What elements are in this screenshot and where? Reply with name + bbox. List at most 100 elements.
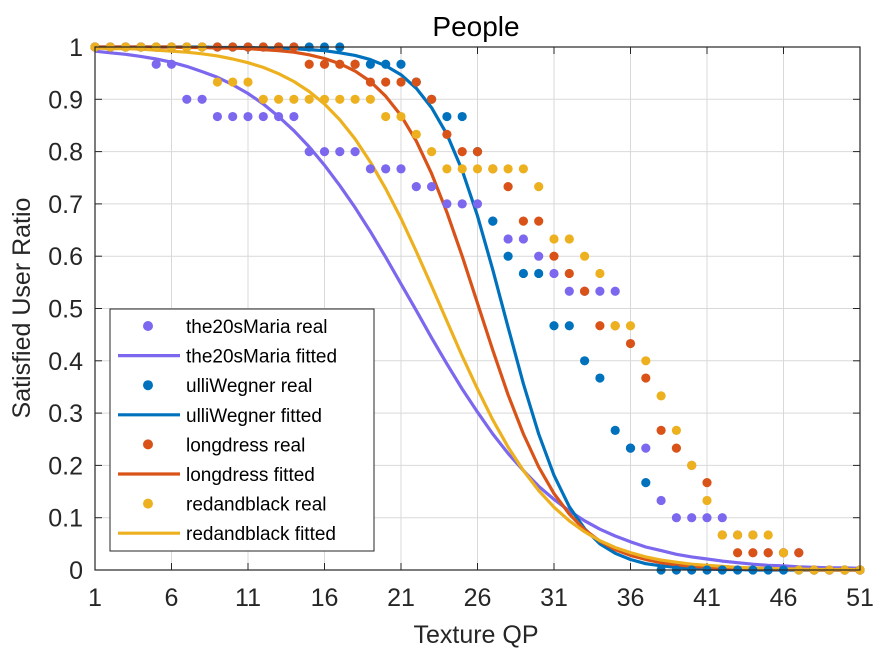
x-tick-label: 41 (693, 584, 721, 612)
y-tick-label: 1 (69, 34, 83, 62)
legend: the20sMaria real the20sMaria fitted ulliWe… (109, 308, 375, 552)
the20sMaria-real-point (197, 94, 207, 104)
x-tick-label: 26 (464, 584, 492, 612)
longdress-real-point (396, 77, 406, 87)
y-axis-label: Satisfied User Ratio (8, 198, 36, 419)
longdress-real-point (763, 548, 773, 558)
longdress-real-point (794, 548, 804, 558)
longdress-real-point (427, 94, 437, 104)
longdress-real-point (748, 548, 758, 558)
y-tick-label: 0.3 (48, 400, 83, 428)
longdress-real-point (656, 425, 666, 435)
ulliWegner-real-point (641, 478, 651, 488)
redandblack-real-point (472, 164, 483, 174)
ulliWegner-real-point (580, 356, 590, 366)
redandblack-real-point (212, 77, 222, 87)
redandblack-real-point (748, 530, 758, 540)
ulliWegner-real-point (442, 111, 452, 122)
plot-area-border (94, 46, 861, 571)
ulliWegner-real-point (595, 373, 605, 383)
ulliWegner-legend-fitted-label: ulliWegner fitted (186, 406, 322, 427)
ulliWegner-real-point (610, 425, 620, 435)
longdress-real-point (518, 216, 529, 226)
x-tick-label: 46 (770, 584, 798, 612)
the20sMaria-real-point (350, 147, 360, 157)
x-tick-label: 16 (311, 584, 339, 612)
redandblack-real-point (580, 251, 590, 261)
redandblack-real-point (671, 425, 682, 435)
x-tick-label: 21 (387, 584, 415, 612)
ulliWegner-real-point (503, 251, 513, 261)
redandblack-real-point (304, 94, 314, 104)
the20sMaria-real-point (228, 111, 238, 122)
y-tick-label: 0.4 (48, 348, 83, 376)
redandblack-real-point (595, 268, 605, 279)
the20sMaria-real-point (289, 111, 299, 122)
y-tick-label: 0.5 (48, 296, 83, 324)
longdress-real-point (472, 147, 483, 157)
redandblack-real-point (534, 182, 544, 192)
redandblack-real-point (335, 94, 345, 104)
x-tick-label: 36 (617, 584, 645, 612)
longdress-real-point (457, 147, 467, 157)
the20sMaria-real-point (396, 164, 406, 174)
the20sMaria-real-point (442, 199, 452, 209)
redandblack-real-point (687, 460, 697, 470)
ulliWegner-legend-real-label: ulliWegner real (186, 376, 312, 397)
the20sMaria-real-point (182, 94, 192, 104)
x-tick-label: 6 (165, 584, 179, 612)
redandblack-real-point (518, 164, 529, 174)
longdress-real-point (549, 251, 559, 261)
longdress-real-point (564, 268, 574, 279)
redandblack-real-point (442, 164, 452, 174)
longdress-real-point (350, 59, 360, 69)
x-tick-label: 51 (846, 584, 874, 612)
legend-box (109, 308, 375, 552)
the20sMaria-real-point (656, 495, 666, 506)
the20sMaria-real-point (365, 164, 375, 174)
ulliWegner-real-point (625, 443, 636, 453)
redandblack-real-point (365, 94, 375, 104)
the20sMaria-legend-fitted-label: the20sMaria fitted (186, 347, 337, 368)
redandblack-real-point (656, 391, 666, 401)
longdress-real-point (411, 77, 421, 87)
longdress-real-point (534, 216, 544, 226)
redandblack-real-point (350, 94, 360, 104)
redandblack-real-point (702, 495, 712, 506)
the20sMaria-real-point (687, 513, 697, 523)
redandblack-real-point (625, 321, 636, 331)
the20sMaria-real-point (472, 199, 483, 209)
longdress-fitted-line (95, 45, 860, 572)
redandblack-legend-marker (143, 498, 153, 509)
longdress-real-point (304, 59, 314, 69)
the20sMaria-real-point (518, 234, 529, 244)
the20sMaria-real-point (702, 513, 712, 523)
redandblack-real-point (228, 77, 238, 87)
ulliWegner-real-point (457, 111, 467, 122)
the20sMaria-real-point (381, 164, 391, 174)
ulliWegner-real-point (534, 268, 544, 279)
redandblack-real-point (274, 94, 284, 104)
redandblack-real-point (778, 548, 789, 558)
redandblack-real-point (763, 530, 773, 540)
the20sMaria-legend-marker (143, 321, 153, 331)
redandblack-real-point (258, 94, 268, 104)
redandblack-real-point (641, 356, 651, 366)
longdress-real-point (733, 548, 743, 558)
y-tick-label: 0.8 (48, 139, 83, 167)
the20sMaria-real-point (534, 251, 544, 261)
y-tick-label: 0.9 (48, 86, 83, 114)
the20sMaria-real-point (243, 111, 253, 122)
the20sMaria-real-point (304, 147, 314, 157)
the20sMaria-real-point (564, 286, 574, 296)
the20sMaria-real-point (717, 513, 727, 523)
y-tick-label: 0.6 (48, 243, 83, 271)
y-tick-label: 0.2 (48, 452, 83, 480)
the20sMaria-real-point (503, 234, 513, 244)
the20sMaria-real-point (151, 59, 161, 69)
ulliWegner-real-point (549, 321, 559, 331)
longdress-real-point (702, 478, 712, 488)
y-tick-label: 0.7 (48, 191, 83, 219)
redandblack-legend-real-label: redandblack real (186, 495, 326, 516)
